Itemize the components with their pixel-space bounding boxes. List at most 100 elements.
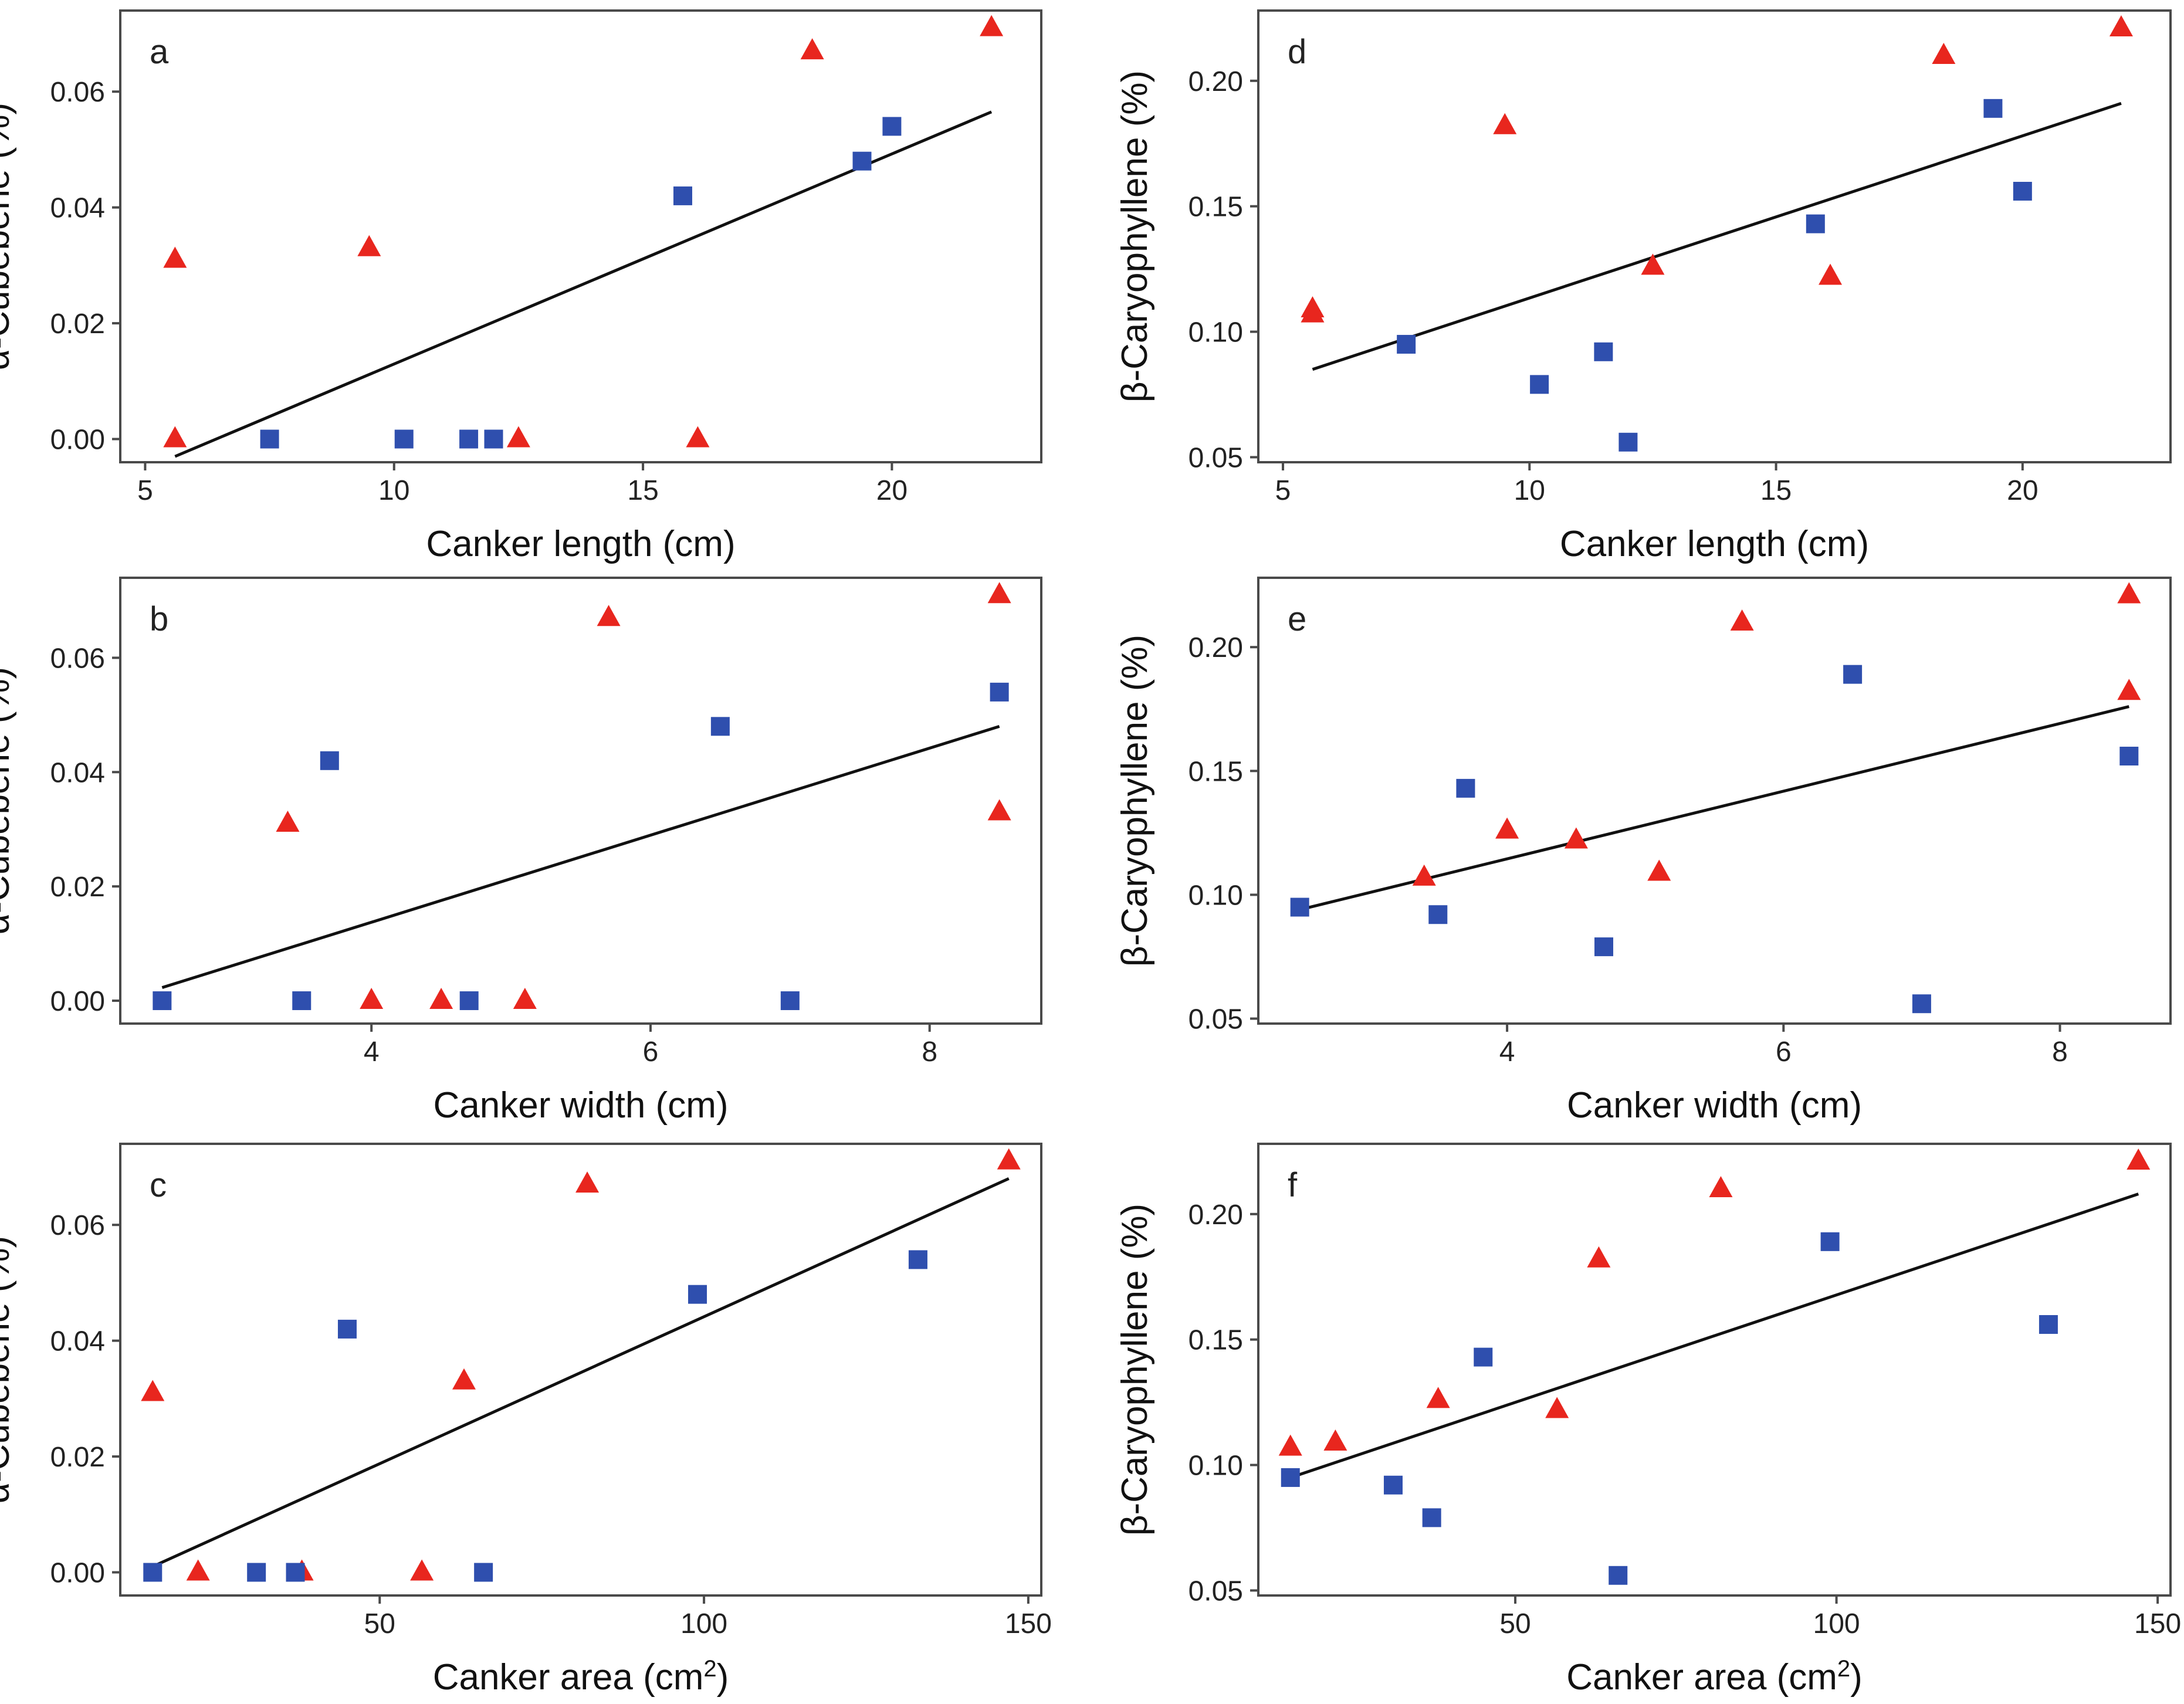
y-axis-title: α-Cubebene (%) (0, 1236, 17, 1503)
x-tick-label: 5 (137, 475, 153, 506)
y-tick-label: 0.00 (50, 1558, 105, 1589)
triangle-point (597, 605, 621, 626)
y-axis-title: β-Caryophyllene (%) (1115, 70, 1155, 402)
square-point (688, 1285, 707, 1304)
square-point (260, 429, 279, 449)
square-point (2013, 182, 2032, 201)
plot-frame (1257, 9, 2172, 463)
x-tick-label: 15 (627, 475, 658, 506)
y-axis-title: α-Cubebene (%) (0, 667, 17, 934)
y-tick-label: 0.06 (50, 643, 105, 674)
triangle-point (1641, 253, 1665, 275)
triangle-point (987, 799, 1011, 821)
square-point (337, 1319, 357, 1339)
plot-frame (1257, 577, 2172, 1025)
square-point (710, 717, 730, 736)
plot-frame (119, 577, 1042, 1025)
triangle-point (1278, 1434, 1302, 1456)
panel-a: 5 10 15 20 0.00 0.02 0.04 0.06 a Canker length (c… (0, 9, 1042, 564)
square-point (1474, 1347, 1493, 1367)
square-point (2039, 1315, 2058, 1334)
triangle-point (1426, 1387, 1450, 1408)
square-point (1290, 897, 1309, 917)
triangle-point (2117, 679, 2141, 700)
triangle-point (1709, 1176, 1733, 1197)
triangle-point (506, 426, 530, 448)
x-tick-label: 50 (1499, 1608, 1531, 1639)
square-point (474, 1563, 493, 1582)
square-point (780, 991, 800, 1011)
x-tick-label: 4 (1499, 1036, 1515, 1068)
x-tick-label: 100 (1813, 1608, 1860, 1639)
y-tick-label: 0.00 (50, 986, 105, 1017)
square-point (320, 751, 339, 770)
y-tick-label: 0.06 (50, 77, 105, 108)
triangle-point (800, 38, 824, 60)
panel-letter: c (150, 1166, 167, 1204)
triangle-point (429, 988, 453, 1009)
triangle-point (452, 1368, 476, 1390)
panel-d: 5 10 15 20 0.05 0.10 0.15 0.20 d Canker length (c… (1115, 9, 2172, 564)
panel-e: 4 6 8 0.05 0.10 0.15 0.20 e Canker width (cm) β-C… (1115, 577, 2172, 1126)
panel-letter: b (150, 600, 168, 638)
square-point (459, 429, 479, 449)
square-point (908, 1250, 927, 1269)
square-point (1983, 99, 2003, 118)
y-tick-label: 0.04 (50, 193, 105, 224)
square-point (1843, 665, 1863, 684)
triangle-point (980, 15, 1004, 36)
x-axis-title: Canker width (cm) (1567, 1085, 1862, 1126)
y-tick-label: 0.10 (1188, 880, 1243, 911)
x-tick-label: 8 (2052, 1036, 2068, 1068)
panel-letter: a (150, 33, 169, 71)
square-point (247, 1563, 266, 1582)
x-tick-label: 10 (378, 475, 409, 506)
triangle-point (1647, 859, 1671, 881)
square-point (1912, 994, 1931, 1014)
square-point (852, 151, 872, 171)
triangle-point (997, 1148, 1021, 1170)
square-point (1609, 1566, 1628, 1585)
triangle-point (357, 235, 381, 256)
panel-b: 4 6 8 0.00 0.02 0.04 0.06 b Canker width (cm) α-C… (0, 577, 1042, 1126)
triangle-point (575, 1171, 600, 1193)
y-tick-label: 0.10 (1188, 317, 1243, 348)
regression-line (152, 1177, 1010, 1568)
regression-line (1289, 1193, 2139, 1479)
regression-line (1312, 101, 2122, 371)
square-point (153, 991, 172, 1011)
triangle-point (1493, 113, 1517, 134)
y-tick-label: 0.20 (1188, 1200, 1243, 1231)
square-point (2119, 747, 2139, 765)
x-tick-label: 100 (680, 1608, 727, 1639)
x-tick-label: 6 (1776, 1036, 1792, 1068)
triangle-point (1495, 817, 1519, 839)
triangle-point (987, 582, 1011, 604)
triangle-point (1301, 301, 1325, 323)
square-point (1383, 1475, 1403, 1495)
square-point (459, 991, 479, 1011)
triangle-point (2117, 582, 2141, 604)
square-point (286, 1563, 305, 1582)
triangle-point (163, 426, 187, 448)
x-axis-title: Canker width (cm) (434, 1085, 729, 1126)
plot-frame (119, 1143, 1042, 1597)
panel-letter: f (1288, 1166, 1298, 1204)
triangle-point (186, 1559, 210, 1581)
square-point (1820, 1232, 1840, 1251)
square-point (1806, 214, 1825, 233)
y-tick-label: 0.02 (50, 1442, 105, 1473)
triangle-point (1412, 864, 1436, 886)
x-axis-title: Canker area (cm2) (1566, 1656, 1863, 1698)
square-point (1422, 1508, 1441, 1527)
square-point (1428, 905, 1448, 924)
y-tick-label: 0.20 (1188, 66, 1243, 97)
x-tick-label: 20 (2007, 475, 2038, 506)
panel-f: 50 100 150 0.05 0.10 0.15 0.20 f Canker area (cm… (1115, 1143, 2181, 1698)
triangle-point (2127, 1148, 2151, 1170)
y-axis-title: α-Cubebene (%) (0, 103, 17, 370)
x-axis-title: Canker area (cm2) (433, 1656, 729, 1698)
square-point (1456, 778, 1475, 798)
